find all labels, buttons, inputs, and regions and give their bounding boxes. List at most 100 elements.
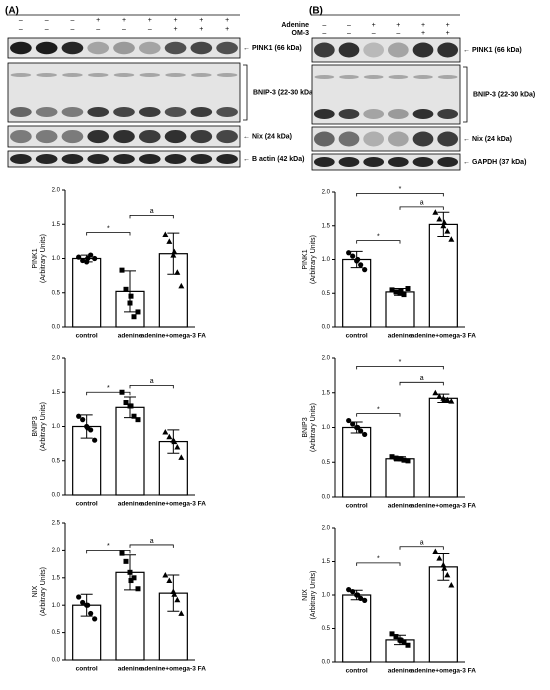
band bbox=[387, 157, 409, 167]
significance-bracket bbox=[86, 391, 131, 396]
y-tick-label: 0.5 bbox=[322, 291, 331, 297]
x-tick-label: control bbox=[76, 666, 98, 673]
bar bbox=[342, 594, 372, 663]
significance-bracket bbox=[129, 214, 174, 219]
y-axis-label: PINK1 bbox=[302, 249, 309, 269]
data-point bbox=[76, 413, 82, 419]
condition-sign: – bbox=[322, 30, 326, 37]
band bbox=[437, 131, 459, 147]
data-point bbox=[432, 209, 439, 215]
y-tick-label: 2.0 bbox=[52, 548, 61, 554]
data-point bbox=[432, 389, 439, 396]
band bbox=[87, 73, 109, 77]
band bbox=[87, 107, 110, 117]
band bbox=[164, 154, 187, 164]
band bbox=[339, 75, 359, 79]
x-tick-label: adenine+omega-3 FA bbox=[411, 668, 477, 675]
condition-sign: – bbox=[347, 22, 351, 29]
data-point bbox=[358, 595, 364, 601]
band bbox=[164, 129, 187, 144]
band bbox=[363, 109, 385, 119]
significance-label: * bbox=[399, 359, 402, 366]
significance-bracket bbox=[129, 385, 174, 389]
band bbox=[139, 73, 161, 77]
data-point bbox=[362, 431, 368, 438]
y-axis-unit: (Arbitrary Units) bbox=[40, 234, 47, 283]
band bbox=[190, 107, 213, 117]
band bbox=[10, 41, 32, 55]
band bbox=[363, 75, 384, 79]
data-point bbox=[398, 456, 404, 462]
bar-chart: 0.0 0.5 1.0 1.5 2.0 BNIP3 (Arbitrary Units) con… bbox=[32, 356, 206, 508]
data-point bbox=[174, 444, 181, 450]
band bbox=[412, 42, 434, 58]
band-label: ← Nix (24 kDa) bbox=[243, 133, 292, 140]
data-point bbox=[358, 262, 364, 268]
x-tick-label: adenine bbox=[388, 503, 413, 510]
band bbox=[35, 41, 58, 55]
data-point bbox=[162, 231, 169, 238]
band bbox=[216, 73, 238, 77]
significance-label: * bbox=[107, 543, 110, 550]
data-point bbox=[393, 455, 399, 461]
y-tick-label: 0.0 bbox=[322, 325, 331, 331]
condition-name: OM-3 bbox=[292, 30, 310, 37]
significance-label: * bbox=[377, 556, 380, 563]
band-label: ← Nix (24 kDa) bbox=[463, 136, 512, 143]
data-point bbox=[128, 403, 134, 409]
y-tick-label: 1.0 bbox=[322, 593, 331, 599]
band bbox=[387, 131, 409, 147]
y-tick-label: 0.5 bbox=[52, 630, 61, 636]
condition-name: Adenine bbox=[281, 22, 309, 29]
data-point bbox=[76, 594, 82, 600]
data-point bbox=[441, 219, 448, 225]
data-point bbox=[440, 561, 447, 568]
band bbox=[216, 154, 238, 164]
data-point bbox=[80, 599, 86, 606]
band bbox=[35, 154, 58, 164]
data-point bbox=[440, 222, 447, 229]
y-tick-label: 0.5 bbox=[322, 460, 331, 466]
band bbox=[87, 129, 110, 144]
band bbox=[36, 73, 57, 77]
band bbox=[113, 154, 135, 164]
data-point bbox=[389, 454, 395, 460]
data-point bbox=[405, 286, 411, 292]
significance-bracket bbox=[399, 206, 444, 210]
data-point bbox=[393, 634, 399, 640]
significance-bracket bbox=[356, 365, 444, 370]
data-point bbox=[131, 575, 137, 581]
data-point bbox=[355, 256, 361, 263]
data-point bbox=[170, 252, 177, 258]
y-axis-label: NIX bbox=[32, 585, 39, 597]
y-tick-label: 0.0 bbox=[52, 325, 61, 331]
significance-bracket bbox=[356, 192, 444, 197]
bar bbox=[428, 397, 458, 498]
data-point bbox=[441, 565, 448, 571]
band bbox=[61, 154, 84, 164]
significance-bracket bbox=[86, 550, 131, 554]
x-tick-label: adenine+omega-3 FA bbox=[141, 333, 207, 340]
data-point bbox=[441, 396, 448, 403]
band bbox=[138, 129, 161, 144]
band bbox=[10, 129, 32, 144]
x-tick-label: adenine bbox=[118, 666, 143, 673]
data-point bbox=[76, 254, 82, 260]
significance-label: a bbox=[150, 538, 154, 545]
condition-sign: + bbox=[396, 22, 400, 29]
y-tick-label: 1.0 bbox=[52, 256, 61, 262]
y-axis-label: NIX bbox=[302, 589, 309, 601]
y-tick-label: 1.5 bbox=[52, 222, 61, 228]
condition-sign: + bbox=[446, 22, 450, 29]
data-point bbox=[80, 417, 86, 423]
y-tick-label: 1.5 bbox=[52, 575, 61, 581]
band bbox=[387, 109, 409, 119]
condition-sign: + bbox=[421, 22, 425, 29]
bar-chart: 0.0 0.5 1.0 1.5 2.0 PINK1 (Arbitrary Units) con… bbox=[302, 186, 476, 340]
data-point bbox=[401, 292, 407, 298]
band bbox=[363, 157, 385, 167]
data-point bbox=[123, 286, 129, 292]
y-tick-label: 1.5 bbox=[322, 559, 331, 565]
significance-label: a bbox=[420, 540, 424, 547]
